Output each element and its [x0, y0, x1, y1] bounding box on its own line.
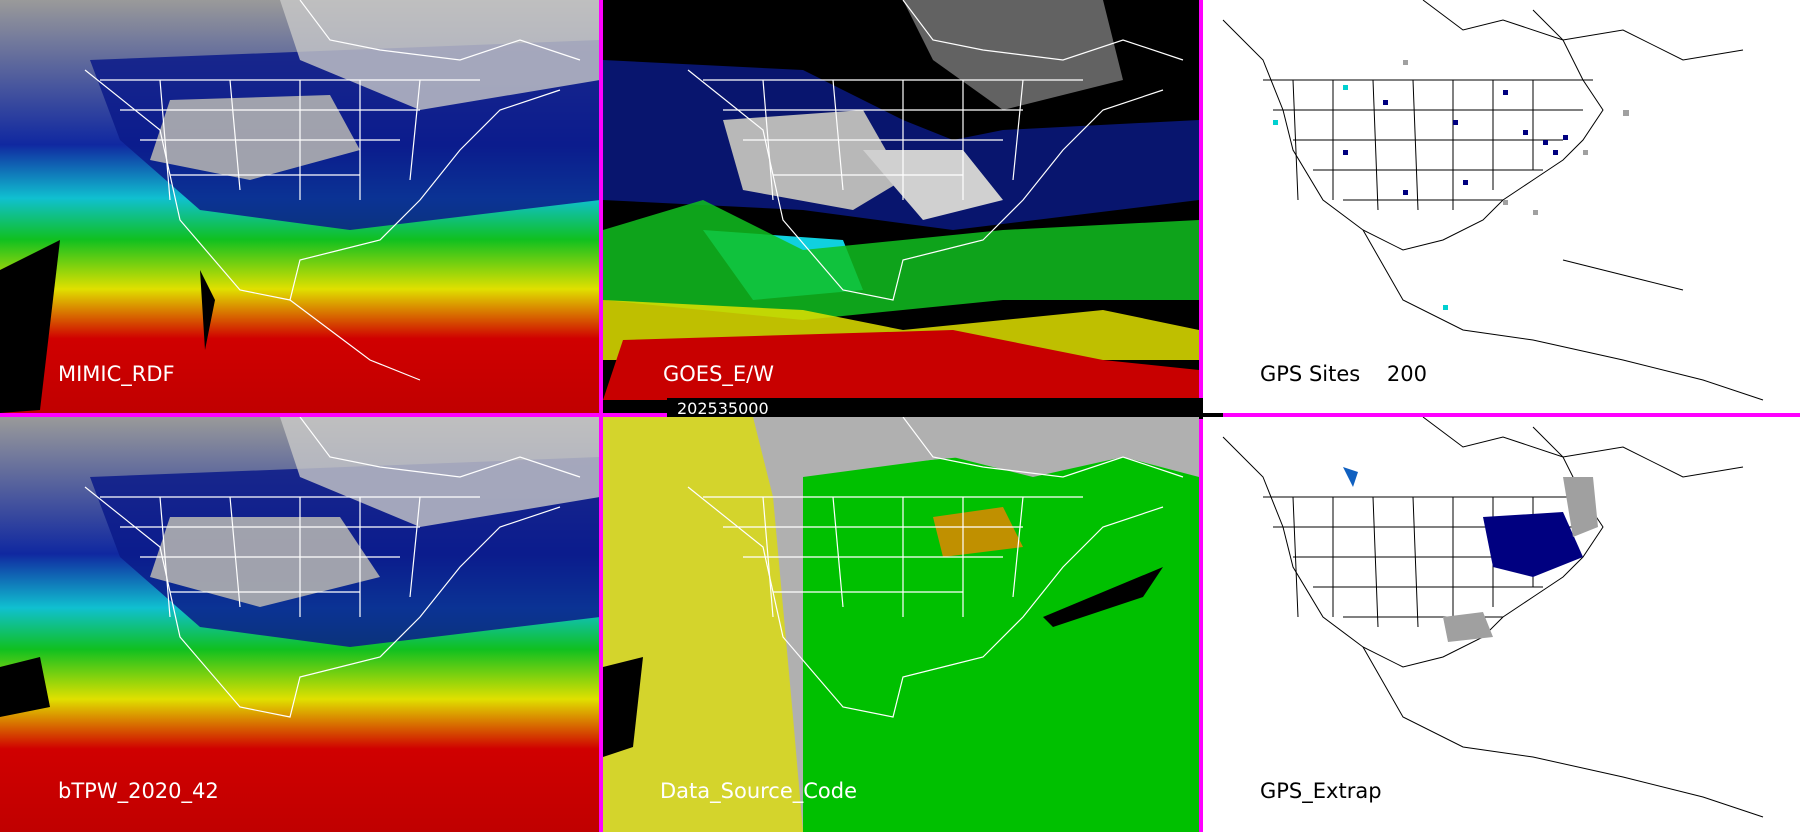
panel-btpw: bTPW_2020_42 — [0, 417, 599, 832]
mimic-rdf-map — [0, 0, 599, 413]
data-source-code-map — [603, 417, 1199, 832]
timestamp-bar: 202535000 — [667, 398, 1223, 419]
goes-ew-map — [603, 0, 1199, 413]
panel-goes-ew: GOES_E/W — [603, 0, 1199, 413]
panel-label-data-source-code: Data_Source_Code — [660, 779, 858, 803]
panel-label-gps-sites: GPS Sites 200 — [1260, 362, 1427, 386]
panel-gps-sites: GPS Sites 200 — [1203, 0, 1800, 413]
panel-label-mimic-rdf: MIMIC_RDF — [58, 362, 175, 386]
gps-sites-map — [1203, 0, 1800, 413]
btpw-map — [0, 417, 599, 832]
panel-label-goes-ew: GOES_E/W — [663, 362, 775, 386]
panel-label-btpw: bTPW_2020_42 — [58, 779, 219, 803]
panel-label-gps-extrap: GPS_Extrap — [1260, 779, 1382, 803]
panel-mimic-rdf: MIMIC_RDF — [0, 0, 599, 413]
gps-extrap-map — [1203, 417, 1800, 832]
panel-gps-extrap: GPS_Extrap — [1203, 417, 1800, 832]
panel-data-source-code: Data_Source_Code — [603, 417, 1199, 832]
